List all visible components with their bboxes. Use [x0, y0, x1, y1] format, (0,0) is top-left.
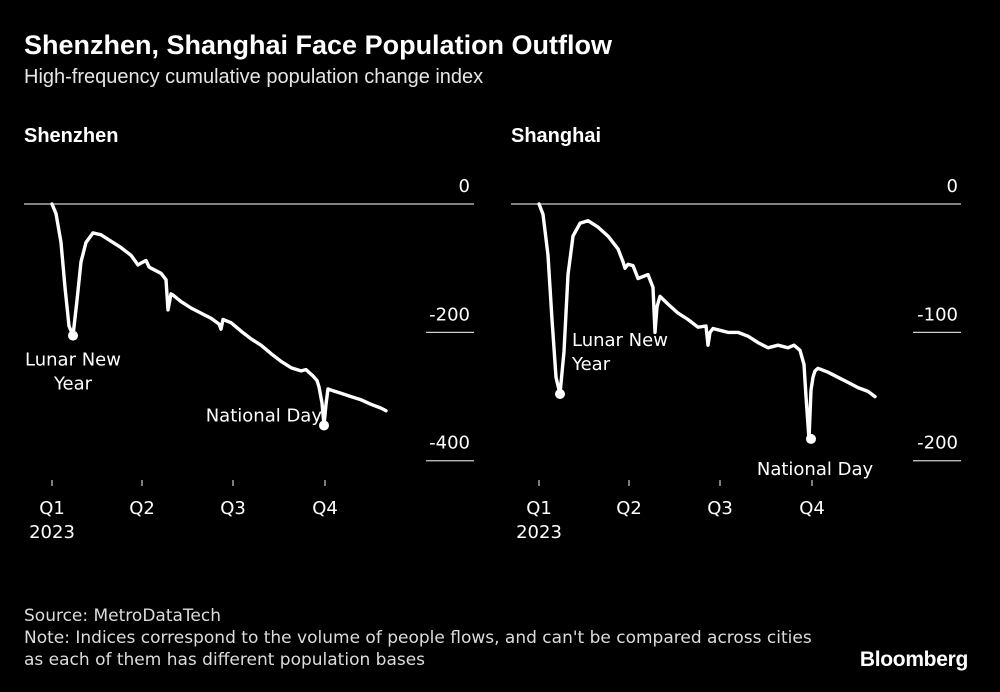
annotation-dot [555, 388, 565, 399]
y-tick-label: -200 [429, 304, 470, 325]
charts-canvas: 0 -200 -400 Q1 2023 Q2 Q3 Q4 Lunar New Year Nation… [24, 176, 961, 543]
y-tick-label: 0 [947, 176, 958, 197]
chart-panel-shanghai: 0 -100 -200 Q1 2023 Q2 Q3 Q4 Lunar New Year Nation… [511, 176, 961, 543]
annotation-label: Year [571, 354, 611, 375]
annotation-dot [806, 433, 816, 444]
x-tick-label: Q4 [312, 498, 338, 519]
footnote: Note: Indices correspond to the volume o… [24, 628, 812, 670]
x-tick-label: Q3 [707, 498, 733, 519]
bloomberg-logo: Bloomberg [859, 648, 968, 671]
panel-title-shanghai: Shanghai [511, 125, 602, 147]
x-tick-label: Q1 [526, 498, 552, 519]
annotation-label: Lunar New [25, 350, 121, 371]
annotation-dot [68, 330, 78, 341]
y-tick-label: -100 [917, 304, 958, 325]
x-tick-label: Q4 [799, 498, 825, 519]
data-line-shenzhen [50, 202, 388, 428]
x-tick-label: 2023 [516, 522, 562, 543]
data-line-shanghai [537, 202, 877, 441]
annotation-label: Lunar New [572, 330, 668, 351]
chart-panel-shenzhen: 0 -200 -400 Q1 2023 Q2 Q3 Q4 Lunar New Year Nation… [24, 176, 474, 543]
x-tick-label: Q1 [39, 498, 65, 519]
y-tick-label: 0 [459, 176, 470, 197]
x-tick-label: Q3 [220, 498, 246, 519]
annotation-label: National Day [206, 405, 323, 426]
annotation-label: National Day [757, 459, 874, 480]
y-tick-label: -200 [917, 433, 958, 454]
chart-subtitle: High-frequency cumulative population cha… [24, 66, 484, 88]
x-tick-label: Q2 [129, 498, 155, 519]
y-tick-label: -400 [429, 433, 470, 454]
panel-title-shenzhen: Shenzhen [24, 125, 119, 147]
annotation-label: Year [53, 374, 93, 395]
annotation-dot [319, 420, 329, 431]
x-tick-label: Q2 [616, 498, 642, 519]
chart-title: Shenzhen, Shanghai Face Population Outfl… [24, 30, 613, 60]
source-note: Source: MetroDataTech [24, 606, 221, 626]
x-tick-label: 2023 [29, 522, 75, 543]
